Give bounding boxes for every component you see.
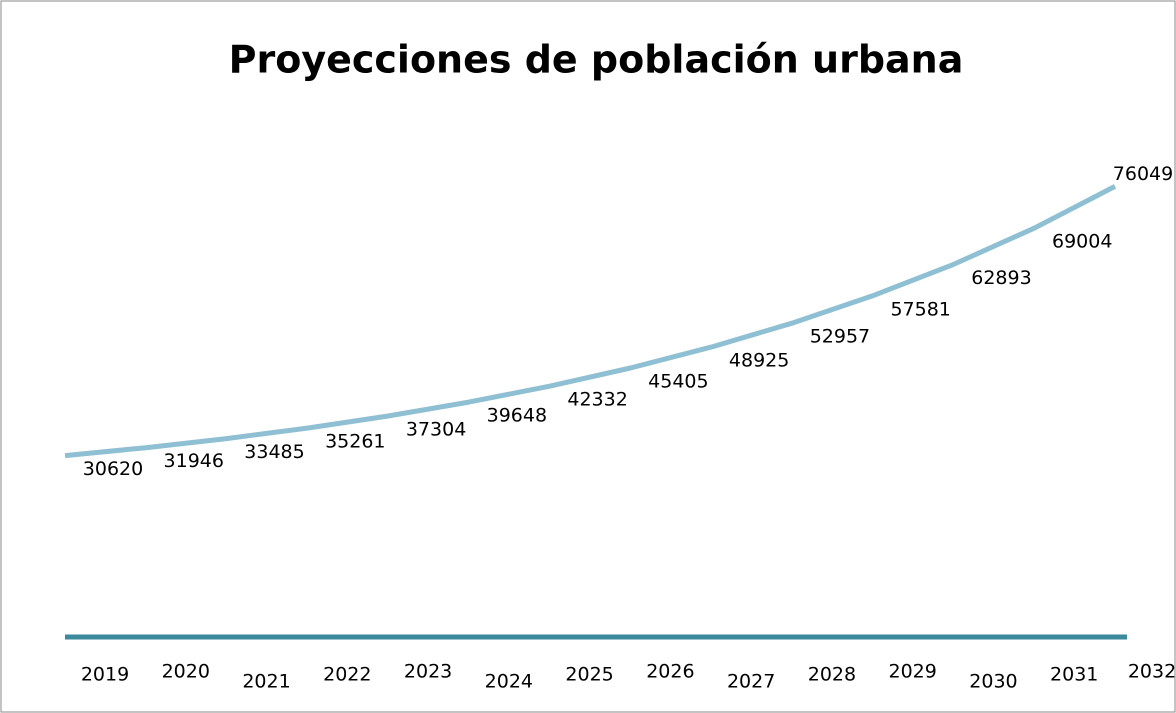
- data-label: 30620: [83, 458, 143, 480]
- data-label: 42332: [567, 389, 627, 411]
- x-tick-label: 2025: [565, 664, 613, 686]
- x-tick-label: 2027: [727, 671, 775, 693]
- x-tick-label: 2022: [323, 664, 371, 686]
- chart-title: Proyecciones de población urbana: [229, 38, 964, 82]
- data-label: 62893: [971, 267, 1031, 289]
- x-tick-label: 2020: [162, 661, 210, 683]
- x-tick-label: 2029: [889, 661, 937, 683]
- data-label: 76049: [1113, 163, 1173, 185]
- data-label: 35261: [325, 431, 385, 453]
- x-tick-label: 2031: [1050, 664, 1098, 686]
- line: [64, 184, 1117, 459]
- data-label: 33485: [244, 441, 304, 463]
- x-tick-label: 2032: [1128, 661, 1176, 683]
- data-label: 48925: [729, 350, 789, 372]
- data-label: 52957: [810, 326, 870, 348]
- data-label: 57581: [890, 298, 950, 320]
- x-tick-label: 2019: [81, 664, 129, 686]
- x-tick-label: 2028: [808, 664, 856, 686]
- data-label: 37304: [406, 418, 466, 440]
- data-label: 31946: [164, 450, 224, 472]
- x-tick-label: 2030: [969, 671, 1017, 693]
- data-label: 45405: [648, 370, 708, 392]
- data-label: 39648: [487, 405, 547, 427]
- data-label: 69004: [1052, 231, 1112, 253]
- x-tick-label: 2024: [485, 671, 533, 693]
- x-tick-label: 2021: [242, 671, 290, 693]
- x-tick-label: 2023: [404, 661, 452, 683]
- x-tick-label: 2026: [646, 661, 694, 683]
